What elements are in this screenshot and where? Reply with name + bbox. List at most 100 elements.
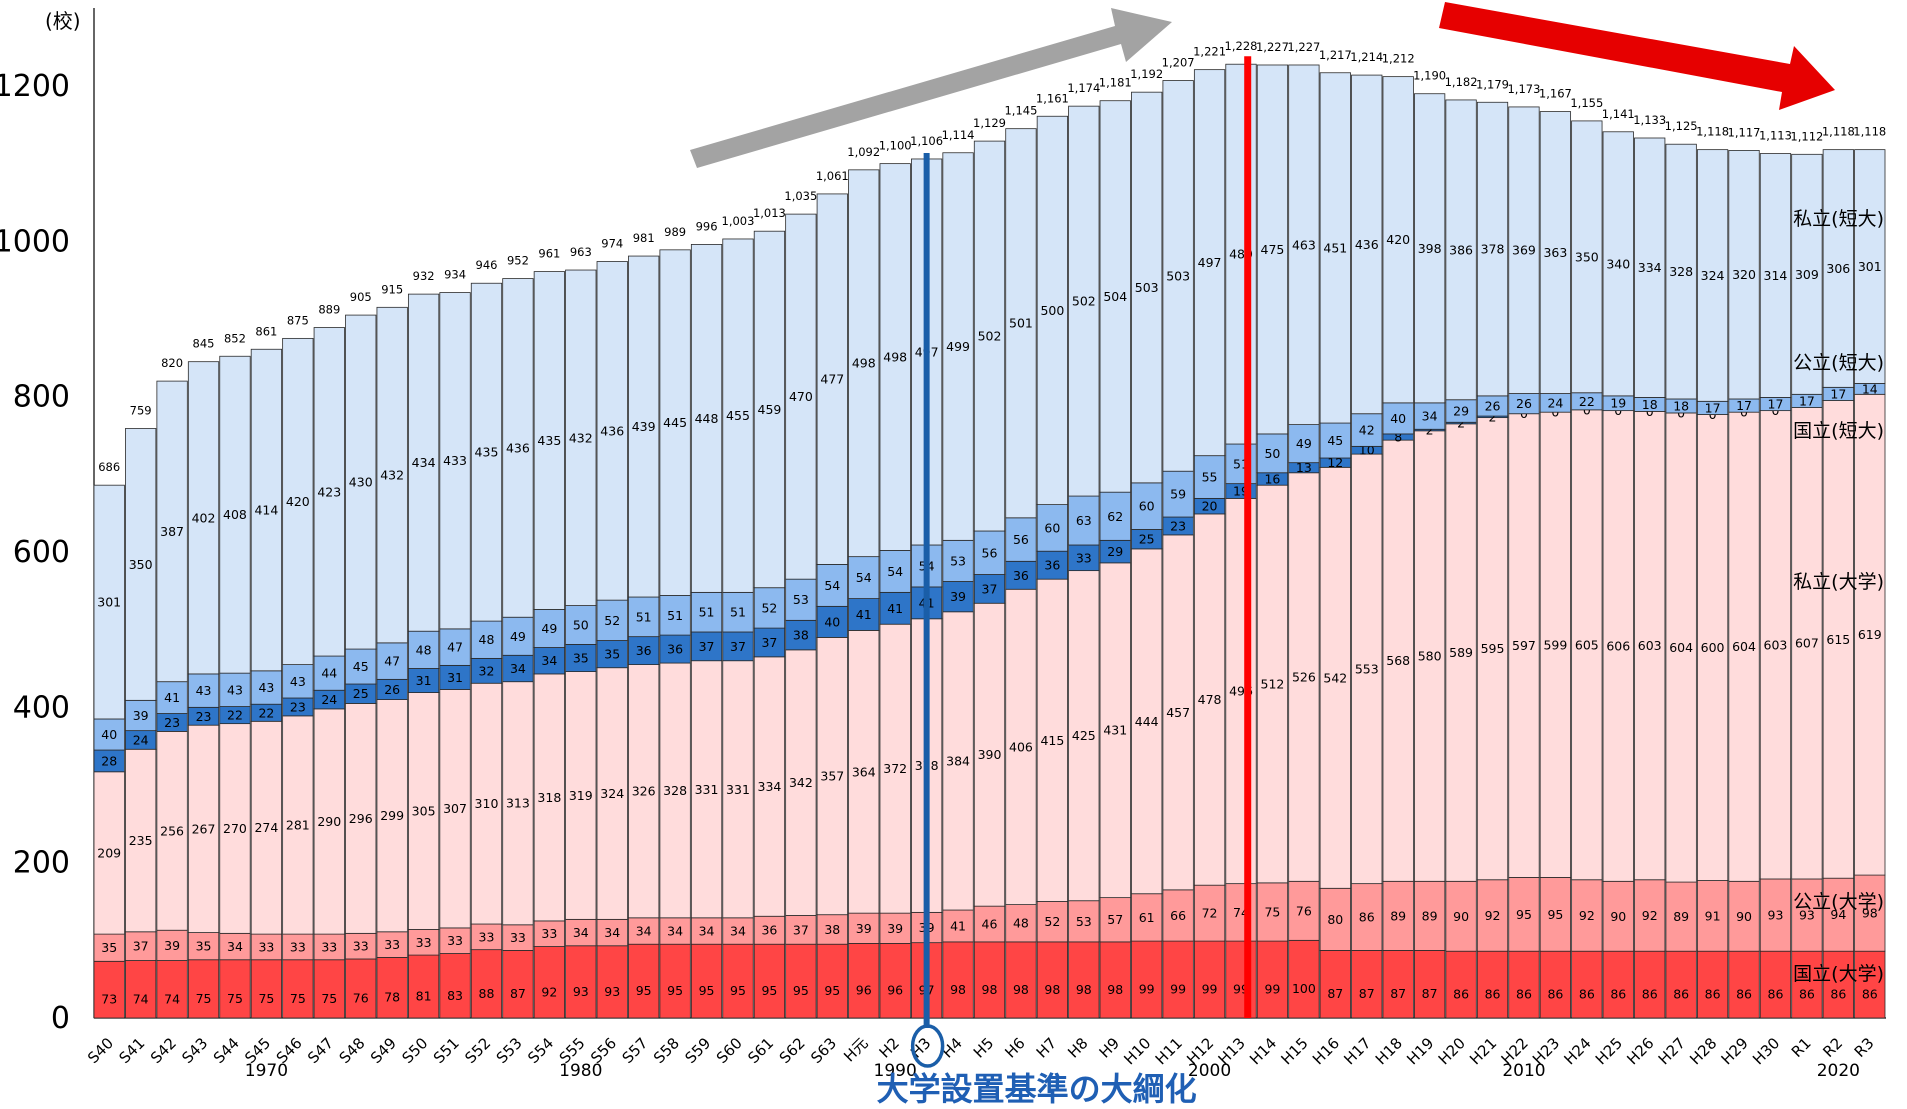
bar-segment bbox=[848, 912, 880, 944]
bar-segment bbox=[848, 943, 880, 1019]
total-value-label: 974 bbox=[601, 236, 623, 250]
bar-segment bbox=[1288, 424, 1320, 464]
segment-value-label: 296 bbox=[349, 811, 373, 826]
segment-value-label: 37 bbox=[133, 939, 149, 954]
bar-segment bbox=[1696, 880, 1729, 952]
segment-value-label: 89 bbox=[1390, 908, 1406, 923]
total-value-label: 1,100 bbox=[879, 139, 912, 153]
segment-value-label: 306 bbox=[1826, 261, 1850, 276]
bar-segment bbox=[1414, 880, 1446, 951]
segment-value-label: 90 bbox=[1610, 909, 1626, 924]
segment-value-label: 369 bbox=[1512, 243, 1536, 258]
x-tick-label: H9 bbox=[1096, 1034, 1123, 1061]
bar-segment bbox=[1131, 482, 1163, 530]
segment-value-label: 320 bbox=[1732, 267, 1756, 282]
bar-segment bbox=[753, 587, 786, 629]
y-unit-label: (校) bbox=[45, 9, 81, 33]
bar-segment bbox=[1099, 941, 1131, 1019]
segment-value-label: 86 bbox=[1359, 910, 1375, 925]
segment-value-label: 34 bbox=[604, 925, 620, 940]
segment-value-label: 22 bbox=[1579, 394, 1595, 409]
bar-segment bbox=[690, 660, 723, 919]
bar-segment bbox=[470, 949, 503, 1019]
segment-value-label: 28 bbox=[101, 753, 117, 768]
bar-segment bbox=[219, 355, 251, 674]
segment-value-label: 89 bbox=[1673, 909, 1689, 924]
x-tick-label: S52 bbox=[461, 1034, 494, 1067]
segment-value-label: 33 bbox=[479, 929, 495, 944]
segment-value-label: 301 bbox=[97, 595, 121, 610]
segment-value-label: 314 bbox=[1764, 268, 1788, 283]
year-label: 1980 bbox=[559, 1061, 602, 1081]
segment-value-label: 605 bbox=[1575, 637, 1599, 652]
segment-value-label: 600 bbox=[1701, 640, 1725, 655]
segment-value-label: 364 bbox=[852, 764, 876, 779]
bar-segment bbox=[753, 627, 786, 658]
bar-segment bbox=[407, 630, 440, 669]
segment-value-label: 313 bbox=[506, 796, 530, 811]
segment-value-label: 35 bbox=[604, 647, 620, 662]
segment-value-label: 39 bbox=[856, 921, 872, 936]
bar-segment bbox=[1068, 941, 1100, 1019]
x-tick-label: S40 bbox=[84, 1034, 117, 1067]
segment-value-label: 431 bbox=[1103, 723, 1127, 738]
total-value-label: 946 bbox=[476, 258, 498, 272]
segment-value-label: 92 bbox=[1485, 908, 1501, 923]
segment-value-label: 43 bbox=[227, 682, 243, 697]
segment-value-label: 439 bbox=[632, 419, 656, 434]
segment-value-label: 606 bbox=[1606, 638, 1630, 653]
bar-segment bbox=[1445, 99, 1477, 401]
bar-segment bbox=[1602, 131, 1634, 397]
bar-segment bbox=[1099, 897, 1131, 943]
bar-segment bbox=[502, 681, 534, 926]
bar-segment bbox=[628, 664, 660, 919]
x-tick-label: H24 bbox=[1560, 1034, 1594, 1068]
bar-segment bbox=[93, 933, 125, 962]
bar-segment bbox=[1602, 880, 1634, 952]
segment-value-label: 95 bbox=[793, 983, 809, 998]
segment-value-label: 2 bbox=[1489, 409, 1497, 424]
x-tick-label: S60 bbox=[713, 1034, 746, 1067]
x-tick-label: H28 bbox=[1686, 1034, 1720, 1068]
bar-segment bbox=[1539, 411, 1572, 878]
segment-value-label: 33 bbox=[384, 937, 400, 952]
x-tick-label: H7 bbox=[1033, 1034, 1060, 1061]
total-value-label: 996 bbox=[696, 219, 718, 233]
bar-segment bbox=[1665, 950, 1697, 1019]
bar-segment bbox=[1634, 950, 1666, 1019]
segment-value-label: 445 bbox=[663, 415, 687, 430]
x-tick-label: H29 bbox=[1718, 1034, 1752, 1068]
bar-segment bbox=[1256, 940, 1289, 1019]
segment-value-label: 40 bbox=[101, 727, 117, 742]
segment-value-label: 95 bbox=[730, 983, 746, 998]
segment-value-label: 436 bbox=[506, 440, 530, 455]
segment-value-label: 256 bbox=[160, 823, 184, 838]
bar-segment bbox=[1005, 588, 1037, 906]
total-value-label: 934 bbox=[444, 268, 466, 282]
x-tick-label: H26 bbox=[1623, 1034, 1657, 1068]
segment-value-label: 23 bbox=[196, 709, 212, 724]
bar-segment bbox=[1193, 513, 1226, 886]
bar-segment bbox=[1696, 149, 1729, 402]
bar-segment bbox=[1414, 430, 1446, 882]
bar-segment bbox=[1508, 413, 1540, 878]
segment-value-label: 331 bbox=[726, 782, 750, 797]
total-value-label: 1,161 bbox=[1036, 91, 1069, 105]
y-tick-label: 800 bbox=[13, 380, 70, 415]
segment-value-label: 34 bbox=[573, 925, 589, 940]
segment-value-label: 34 bbox=[1422, 409, 1438, 424]
x-tick-label: S57 bbox=[619, 1034, 652, 1067]
segment-value-label: 17 bbox=[1830, 386, 1846, 401]
rising-trend-arrow bbox=[690, 8, 1172, 168]
segment-value-label: 42 bbox=[1359, 423, 1375, 438]
bar-segment bbox=[125, 748, 157, 933]
bar-segment bbox=[1476, 950, 1509, 1019]
bar-segment bbox=[879, 591, 911, 625]
bar-segment bbox=[690, 943, 723, 1019]
bar-segment bbox=[187, 724, 220, 933]
bar-segment bbox=[628, 943, 660, 1019]
total-value-label: 889 bbox=[318, 303, 340, 317]
bar-segment bbox=[1508, 106, 1540, 394]
segment-value-label: 595 bbox=[1481, 641, 1505, 656]
bar-segment bbox=[156, 681, 188, 714]
